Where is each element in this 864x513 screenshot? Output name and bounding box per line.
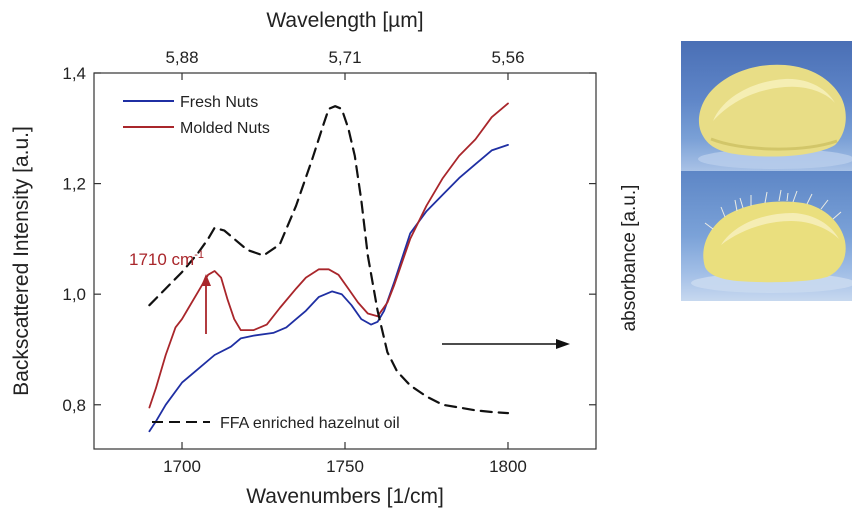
y-axis-label: Backscattered Intensity [a.u.] xyxy=(10,126,33,396)
right-axis-arrow xyxy=(442,339,570,349)
series-line-0 xyxy=(148,144,509,433)
x-tick-label: 1750 xyxy=(326,457,364,476)
y-tick-label: 1,4 xyxy=(62,64,86,83)
annotation-1710: 1710 cm-1 xyxy=(129,249,211,334)
y-tick-label: 1,0 xyxy=(62,285,86,304)
y-tick-label: 0,8 xyxy=(62,396,86,415)
annotation-label: 1710 cm-1 xyxy=(129,249,204,269)
molded-nut-photo xyxy=(681,171,852,301)
y-tick-label: 1,2 xyxy=(62,175,86,194)
top-axis-label: Wavelength [µm] xyxy=(266,9,423,32)
top-tick-label: 5,88 xyxy=(165,48,198,67)
series-line-1 xyxy=(148,102,509,409)
x-tick-label: 1700 xyxy=(163,457,201,476)
series-layer xyxy=(148,102,510,433)
legend-label-ffa-oil: FFA enriched hazelnut oil xyxy=(220,415,400,432)
ticks-layer: 1700 1750 1800 5,88 5,71 5,56 0,8 1,0 1,2 1,4 xyxy=(62,48,596,476)
legend-label-fresh-nuts: Fresh Nuts xyxy=(180,94,258,111)
x-axis-label: Wavenumbers [1/cm] xyxy=(246,485,444,508)
top-tick-label: 5,71 xyxy=(328,48,361,67)
annotation-arrowhead xyxy=(201,274,211,286)
fresh-nut-photo xyxy=(681,41,852,171)
legend: Fresh Nuts Molded Nuts FFA enriched haze… xyxy=(123,94,400,432)
top-tick-label: 5,56 xyxy=(491,48,524,67)
legend-label-molded-nuts: Molded Nuts xyxy=(180,120,270,137)
x-tick-label: 1800 xyxy=(489,457,527,476)
right-axis-label: absorbance [a.u.] xyxy=(619,185,640,332)
series-line-2 xyxy=(148,105,510,415)
